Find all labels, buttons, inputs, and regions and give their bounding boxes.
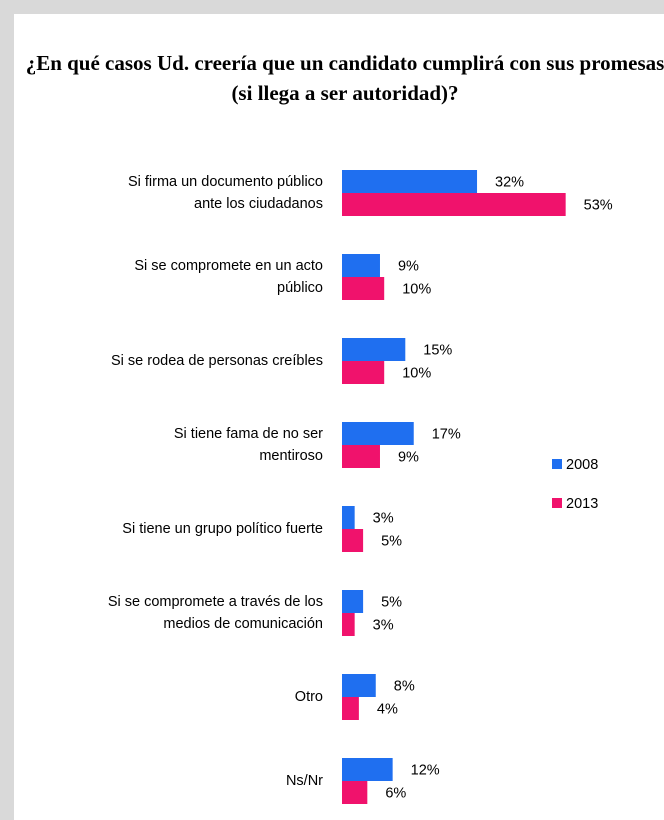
category-label: Si se compromete en un acto público <box>134 258 323 296</box>
value-label: 3% <box>373 617 394 633</box>
panel <box>14 14 664 820</box>
value-label: 17% <box>432 426 461 442</box>
bar <box>342 254 380 277</box>
legend-swatch <box>552 498 562 508</box>
bar <box>342 277 385 300</box>
bar <box>342 697 359 720</box>
bar <box>342 674 376 697</box>
bar <box>342 506 355 529</box>
category-label: Si se compromete a través de los medios … <box>107 594 323 632</box>
bar <box>342 361 385 384</box>
bar <box>342 445 380 468</box>
category-label: Si tiene un grupo político fuerte <box>122 521 323 537</box>
category-label: Si se rodea de personas creíbles <box>111 353 323 369</box>
bar <box>342 590 364 613</box>
value-label: 3% <box>373 510 394 526</box>
value-label: 4% <box>377 701 398 717</box>
bar <box>342 781 368 804</box>
legend-label: 2013 <box>566 496 598 512</box>
legend-swatch <box>552 459 562 469</box>
value-label: 53% <box>584 197 613 213</box>
bar <box>342 422 414 445</box>
bar <box>342 529 364 552</box>
value-label: 15% <box>423 342 452 358</box>
category-label: Si firma un documento público ante los c… <box>127 174 323 212</box>
value-label: 12% <box>411 762 440 778</box>
bar <box>342 170 478 193</box>
bar <box>342 758 393 781</box>
value-label: 8% <box>394 678 415 694</box>
category-label: Si tiene fama de no ser mentiroso <box>173 426 323 464</box>
value-label: 32% <box>495 174 524 190</box>
bar <box>342 613 355 636</box>
value-label: 10% <box>402 365 431 381</box>
chart-title: ¿En qué casos Ud. creería que un candida… <box>25 51 664 105</box>
category-label: Ns/Nr <box>285 773 323 789</box>
value-label: 9% <box>398 258 419 274</box>
bar <box>342 193 566 216</box>
value-label: 5% <box>381 594 402 610</box>
value-label: 9% <box>398 449 419 465</box>
value-label: 5% <box>381 533 402 549</box>
value-label: 6% <box>385 785 406 801</box>
bar <box>342 338 406 361</box>
value-label: 10% <box>402 281 431 297</box>
legend-label: 2008 <box>566 457 598 473</box>
category-label: Otro <box>294 689 323 705</box>
